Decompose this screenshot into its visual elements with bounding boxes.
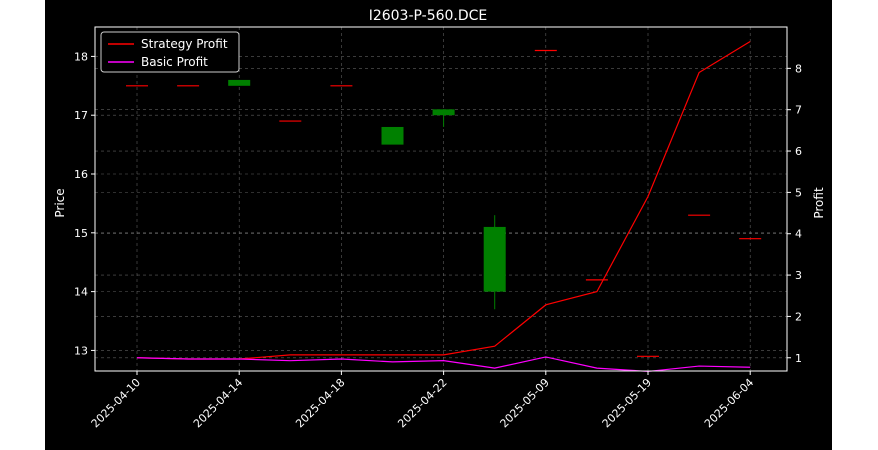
y2-tick-label: 2 xyxy=(795,310,802,323)
x-tick-label: 2025-04-18 xyxy=(293,376,347,430)
x-tick-label: 2025-04-14 xyxy=(191,376,245,430)
plot-frame xyxy=(94,26,788,372)
y-tick-label: 16 xyxy=(74,168,88,181)
x-tick-label: 2025-06-04 xyxy=(702,376,756,430)
y-tick-label: 14 xyxy=(74,286,88,299)
y2-tick-label: 8 xyxy=(795,62,802,75)
candle-body xyxy=(381,126,404,145)
y-tick-label: 17 xyxy=(74,109,88,122)
y-tick-label: 15 xyxy=(74,227,88,240)
x-tick-label: 2025-05-19 xyxy=(600,376,654,430)
y-tick-label: 18 xyxy=(74,50,88,63)
chart-svg: I2603-P-560.DCE Price Profit 13141516171… xyxy=(53,8,826,430)
y-tick-label: 13 xyxy=(74,344,88,357)
legend: Strategy Profit Basic Profit xyxy=(100,31,240,73)
y2-tick-label: 7 xyxy=(795,104,802,117)
y2-tick-label: 4 xyxy=(795,228,802,241)
y2-tick-label: 6 xyxy=(795,145,802,158)
y2-tick-label: 1 xyxy=(795,352,802,365)
x-tick-label: 2025-04-10 xyxy=(89,376,143,430)
candle-body xyxy=(483,226,506,292)
legend-box xyxy=(100,31,240,73)
y-axis-label: Price xyxy=(53,188,67,217)
x-tick-label: 2025-05-09 xyxy=(498,376,552,430)
chart-title: I2603-P-560.DCE xyxy=(369,8,488,24)
legend-label-basic: Basic Profit xyxy=(141,55,208,69)
legend-label-strategy: Strategy Profit xyxy=(141,37,228,51)
y2-axis-label: Profit xyxy=(812,187,826,219)
x-tick-label: 2025-04-22 xyxy=(395,376,449,430)
chart-figure: I2603-P-560.DCE Price Profit 13 14 15 16 17 1… xyxy=(45,0,832,450)
grid xyxy=(95,27,787,371)
candle-body xyxy=(432,109,455,116)
candle-body xyxy=(228,79,251,86)
y2-tick-label: 3 xyxy=(795,269,802,282)
candlesticks xyxy=(126,49,762,357)
y2-tick-label: 5 xyxy=(795,186,802,199)
